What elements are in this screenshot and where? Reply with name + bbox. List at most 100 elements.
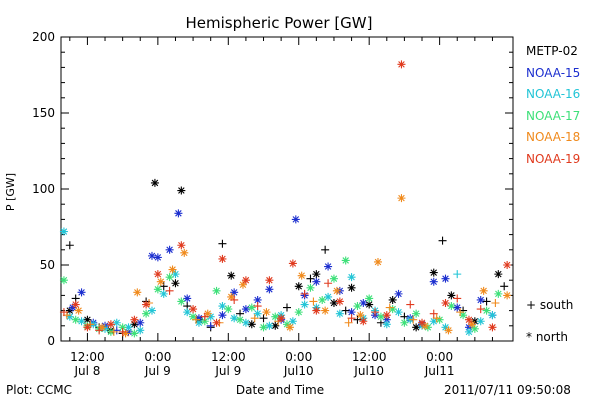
data-point-north <box>332 286 341 295</box>
symbol-key-south: + south <box>526 298 574 312</box>
data-points <box>59 60 512 338</box>
y-tick-label: 50 <box>40 258 55 272</box>
data-point-north <box>470 324 479 333</box>
data-point-north <box>382 311 391 320</box>
data-point-north <box>359 317 368 326</box>
data-point-north <box>200 317 209 326</box>
data-point-north <box>218 302 227 311</box>
data-point-north <box>285 323 294 332</box>
data-point-south <box>409 315 418 324</box>
timestamp: 2011/07/11 09:50:08 <box>444 383 571 397</box>
data-point-south <box>371 308 380 317</box>
legend-item-metp-02: METP-02 <box>526 44 578 58</box>
data-point-north <box>101 324 110 333</box>
data-point-north <box>68 303 77 312</box>
legend-item-noaa-17: NOAA-17 <box>526 108 581 123</box>
data-point-north <box>271 312 280 321</box>
data-point-north <box>241 276 250 285</box>
data-point-north <box>347 308 356 317</box>
data-point-north <box>447 302 456 311</box>
data-point-south <box>309 297 318 306</box>
data-point-south <box>300 289 309 298</box>
data-point-south <box>165 286 174 295</box>
data-point-north <box>183 308 192 317</box>
y-tick-label: 200 <box>32 30 55 44</box>
data-point-north <box>265 285 274 294</box>
data-point-north <box>165 273 174 282</box>
data-point-north <box>435 315 444 324</box>
x-tick-label-time: 0:00 <box>285 350 312 364</box>
data-point-north <box>397 194 406 203</box>
x-tick-label-date: Jul 9 <box>144 364 171 378</box>
data-point-south <box>432 314 441 323</box>
data-point-north <box>459 311 468 320</box>
x-tick-label-time: 12:00 <box>211 350 246 364</box>
data-point-south <box>321 245 330 254</box>
data-point-south <box>453 270 462 279</box>
x-tick-label-date: Jul10 <box>353 364 384 378</box>
data-point-south <box>230 295 239 304</box>
x-tick-label-date: Jul 8 <box>73 364 100 378</box>
data-point-north <box>253 295 262 304</box>
data-point-north <box>259 323 268 332</box>
data-point-south <box>347 314 356 323</box>
data-point-north <box>503 261 512 269</box>
data-point-north <box>121 329 130 338</box>
data-point-north <box>177 297 186 306</box>
data-point-south <box>59 308 68 317</box>
data-point-south <box>95 326 104 335</box>
data-point-north <box>394 289 403 298</box>
data-point-north <box>318 295 327 304</box>
data-point-north <box>83 315 92 324</box>
data-point-north <box>341 256 350 265</box>
data-point-north <box>376 312 385 321</box>
data-point-north <box>130 329 139 338</box>
data-point-north <box>353 302 362 311</box>
data-point-north <box>253 309 262 318</box>
data-point-north <box>177 186 186 195</box>
data-point-north <box>65 306 74 315</box>
data-point-north <box>71 315 80 324</box>
data-point-north <box>189 305 198 314</box>
data-point-south <box>206 321 215 330</box>
data-point-north <box>476 317 485 326</box>
data-point-south <box>159 282 168 291</box>
data-point-north <box>206 312 215 321</box>
data-point-north <box>447 291 456 300</box>
data-point-north <box>153 285 162 294</box>
data-point-north <box>297 271 306 280</box>
data-point-north <box>136 318 145 327</box>
data-point-north <box>488 311 497 320</box>
data-point-north <box>142 309 151 318</box>
data-point-north <box>230 314 239 323</box>
data-point-north <box>429 277 438 286</box>
data-point-north <box>147 251 156 260</box>
data-point-south <box>406 300 415 309</box>
data-point-north <box>429 317 438 326</box>
symbol-key-north: * north <box>526 330 569 344</box>
data-point-south <box>500 282 509 291</box>
data-point-south <box>456 308 465 317</box>
data-point-north <box>153 270 162 279</box>
data-point-north <box>156 277 165 286</box>
data-point-south <box>109 327 118 336</box>
data-point-north <box>194 314 203 323</box>
data-point-north <box>321 306 330 315</box>
data-point-north <box>238 280 247 289</box>
data-point-north <box>227 292 236 301</box>
data-point-north <box>347 273 356 282</box>
data-point-north <box>441 274 450 283</box>
data-point-north <box>420 321 429 330</box>
data-point-north <box>98 323 107 332</box>
data-point-north <box>503 291 512 300</box>
data-point-north <box>312 277 321 286</box>
data-point-north <box>423 323 432 332</box>
data-point-south <box>253 302 262 311</box>
legend-item-noaa-18: NOAA-18 <box>526 130 581 144</box>
data-point-north <box>112 318 121 327</box>
x-tick-label-date: Jul11 <box>424 364 455 378</box>
data-point-north <box>189 312 198 321</box>
data-point-north <box>418 318 427 327</box>
